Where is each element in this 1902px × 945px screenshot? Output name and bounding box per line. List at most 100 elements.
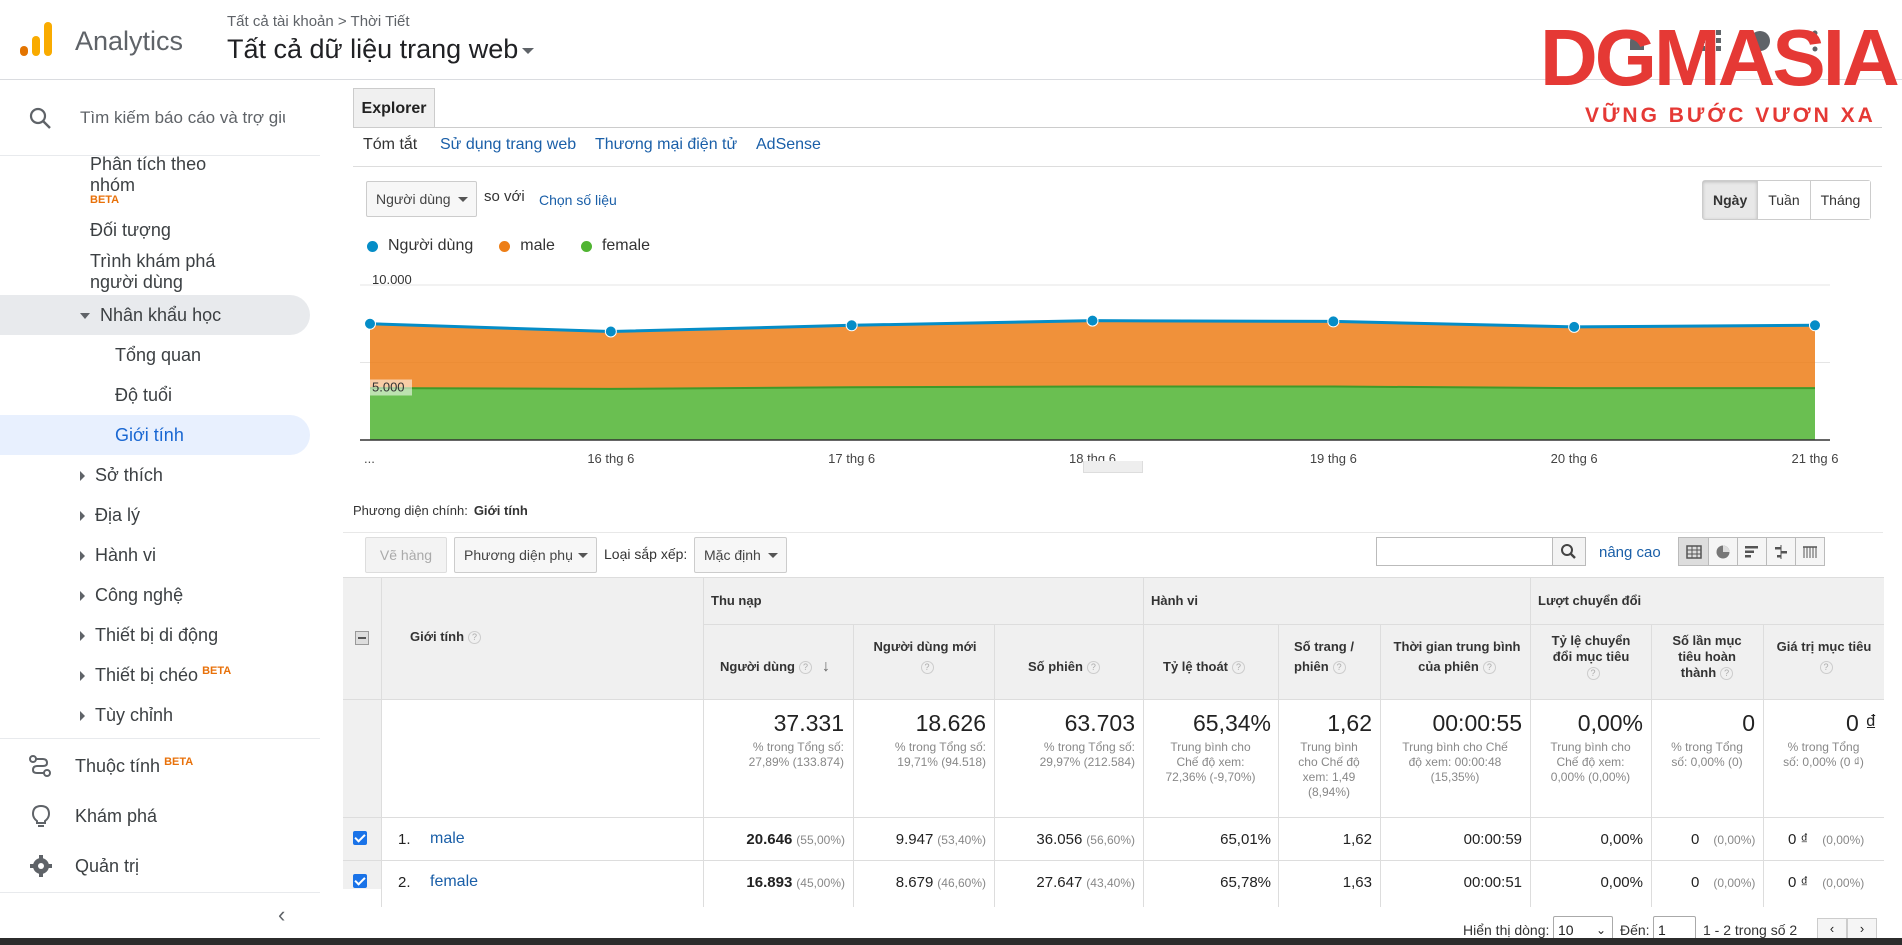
- sidebar-item-age[interactable]: Độ tuổi: [115, 385, 173, 405]
- sidebar-item-overview[interactable]: Tổng quan: [115, 345, 202, 365]
- header-goal-value[interactable]: Giá trị mục tiêu?: [1767, 637, 1881, 677]
- value: 36.056: [1036, 831, 1083, 848]
- sidebar-item-user-explorer[interactable]: Trình khám phá người dùng: [90, 251, 215, 293]
- subtab-summary[interactable]: Tóm tắt: [363, 136, 418, 153]
- total-sub-line: % trong Tổng số:: [1043, 740, 1135, 754]
- beta-badge: BETA: [164, 756, 194, 768]
- subtab-adsense[interactable]: AdSense: [756, 136, 821, 153]
- chart-resize-handle[interactable]: [1083, 461, 1143, 473]
- header-gender[interactable]: Giới tính?: [410, 627, 482, 647]
- header-new-users[interactable]: Người dùng mới?: [862, 637, 988, 677]
- row-dimension-link[interactable]: male: [430, 830, 465, 847]
- sidebar-search[interactable]: Tìm kiếm báo cáo và trợ giúp: [0, 80, 320, 156]
- collapse-sidebar-icon[interactable]: ‹: [278, 902, 286, 927]
- data-table-view-icon[interactable]: [1679, 538, 1708, 565]
- sort-desc-icon[interactable]: ↓: [821, 658, 830, 675]
- tab-explorer[interactable]: Explorer: [353, 88, 435, 128]
- breadcrumb[interactable]: Tất cả tài khoản > Thời Tiết: [227, 13, 410, 30]
- sidebar-item-mobile[interactable]: Thiết bị di động: [80, 625, 218, 646]
- row-dimension-link[interactable]: female: [430, 873, 479, 890]
- users-point: [604, 325, 617, 338]
- table-pagination: Hiển thị dòng: 10 ⌄ Đến: 1 1 - 2 trong số…: [343, 908, 1902, 945]
- period-week[interactable]: Tuần: [1757, 181, 1810, 219]
- header-sessions[interactable]: Số phiên?: [1028, 657, 1100, 677]
- legend-item-users[interactable]: Người dùng: [367, 237, 473, 255]
- period-day[interactable]: Ngày: [1703, 181, 1758, 219]
- value: 0 ₫: [1788, 831, 1809, 848]
- header-avg-session-duration[interactable]: Thời gian trung bình của phiên?: [1391, 637, 1523, 677]
- row-checkbox[interactable]: [353, 874, 367, 888]
- subtab-site-usage[interactable]: Sử dụng trang web: [440, 136, 577, 153]
- search-input[interactable]: Tìm kiếm báo cáo và trợ giúp: [80, 108, 285, 127]
- sidebar-item-label: Thiết bị di động: [95, 625, 219, 645]
- help-icon[interactable]: ?: [920, 661, 934, 675]
- header-label-3: thành: [1680, 665, 1717, 680]
- total-sub-line: (8,94%): [1307, 785, 1351, 799]
- sidebar-item-cross-device[interactable]: Thiết bị chéo BETA: [80, 665, 231, 686]
- header-users[interactable]: Người dùng? ↓: [720, 657, 830, 677]
- primary-dimension-value[interactable]: Giới tính: [473, 503, 528, 518]
- prev-page-icon[interactable]: ‹: [1817, 918, 1847, 940]
- legend-item-male[interactable]: male: [499, 237, 555, 255]
- rows-label: Hiển thị dòng:: [1463, 922, 1550, 938]
- header-label: Người dùng mới: [873, 639, 977, 654]
- table-search-button[interactable]: [1553, 537, 1586, 566]
- comparison-view-icon[interactable]: [1766, 538, 1795, 565]
- header-goal-completions[interactable]: Số lần mục tiêu hoàn thành?: [1657, 633, 1757, 681]
- total-pages-per-session: 1,62: [1327, 710, 1372, 736]
- pivot-view-icon[interactable]: [1795, 538, 1824, 565]
- help-icon[interactable]: ?: [1232, 661, 1246, 675]
- help-icon[interactable]: ?: [1482, 661, 1496, 675]
- header-bounce-rate[interactable]: Tỷ lệ thoát?: [1163, 657, 1246, 677]
- help-icon[interactable]: ?: [1819, 661, 1833, 675]
- header-goal-conversion-rate[interactable]: Tỷ lệ chuyển đổi mục tiêu?: [1537, 633, 1645, 681]
- choose-metric-link[interactable]: Chọn số liệu: [539, 192, 617, 208]
- help-icon[interactable]: ?: [1586, 667, 1600, 681]
- sidebar-item-admin[interactable]: Quản trị: [75, 856, 140, 876]
- analytics-logo-icon[interactable]: [20, 22, 52, 56]
- expand-arrow-icon: [80, 671, 85, 682]
- help-icon[interactable]: ?: [1086, 661, 1100, 675]
- help-icon[interactable]: ?: [468, 631, 482, 645]
- sidebar-item-discover[interactable]: Khám phá: [75, 806, 158, 826]
- sidebar-item-behavior[interactable]: Hành vi: [80, 545, 156, 566]
- help-icon[interactable]: ?: [1332, 661, 1346, 675]
- period-month[interactable]: Tháng: [1809, 181, 1871, 219]
- total-users: 37.331: [773, 710, 844, 736]
- help-icon[interactable]: ?: [1720, 667, 1734, 681]
- total-sub-line: xem: 1,49: [1302, 770, 1356, 784]
- metric-select[interactable]: Người dùng: [366, 181, 477, 217]
- sidebar-item-demographics[interactable]: Nhân khẩu học: [80, 305, 221, 326]
- legend-item-female[interactable]: female: [580, 237, 650, 255]
- sidebar-item-geo[interactable]: Địa lý: [80, 505, 140, 526]
- select-all-checkbox[interactable]: [355, 631, 369, 645]
- sort-type-select[interactable]: Mặc định: [694, 537, 787, 573]
- tab-divider: [353, 127, 1882, 128]
- table-view-toggle: [1678, 537, 1825, 566]
- property-selector[interactable]: Tất cả dữ liệu trang web: [227, 34, 535, 65]
- performance-view-icon[interactable]: [1737, 538, 1766, 565]
- advanced-filter-link[interactable]: nâng cao: [1599, 544, 1661, 561]
- sidebar-item-custom[interactable]: Tùy chỉnh: [80, 705, 173, 726]
- sidebar-item-audience[interactable]: Đối tượng: [90, 220, 171, 240]
- sidebar-item-gender[interactable]: Giới tính: [115, 425, 184, 445]
- header-pages-per-session[interactable]: Số trang / phiên?: [1294, 637, 1354, 677]
- sidebar-item-cohort[interactable]: Phân tích theo nhóm: [90, 154, 206, 196]
- help-icon[interactable]: ?: [798, 661, 812, 675]
- subtab-ecommerce[interactable]: Thương mại điện tử: [595, 136, 738, 153]
- sidebar-item-attribution[interactable]: Thuộc tính BETA: [75, 756, 193, 777]
- table-search-input[interactable]: [1376, 537, 1553, 566]
- total-duration-sub: Trung bình cho Chế độ xem: 00:00:48 (15,35…: [1380, 740, 1530, 785]
- row-avg-duration: 00:00:51: [1463, 874, 1522, 891]
- property-name: Tất cả dữ liệu trang web: [227, 34, 519, 64]
- pie-view-icon[interactable]: [1708, 538, 1737, 565]
- plot-rows-button[interactable]: Vẽ hàng: [365, 537, 447, 573]
- sidebar-item-interests[interactable]: Sở thích: [80, 465, 163, 486]
- secondary-dimension-select[interactable]: Phương diện phụ: [454, 537, 597, 573]
- col-divider: [994, 624, 995, 907]
- next-page-icon[interactable]: ›: [1847, 918, 1877, 940]
- sidebar-item-technology[interactable]: Công nghệ: [80, 585, 183, 606]
- row-checkbox[interactable]: [353, 831, 367, 845]
- row-sessions: 27.647 (43,40%): [994, 874, 1135, 891]
